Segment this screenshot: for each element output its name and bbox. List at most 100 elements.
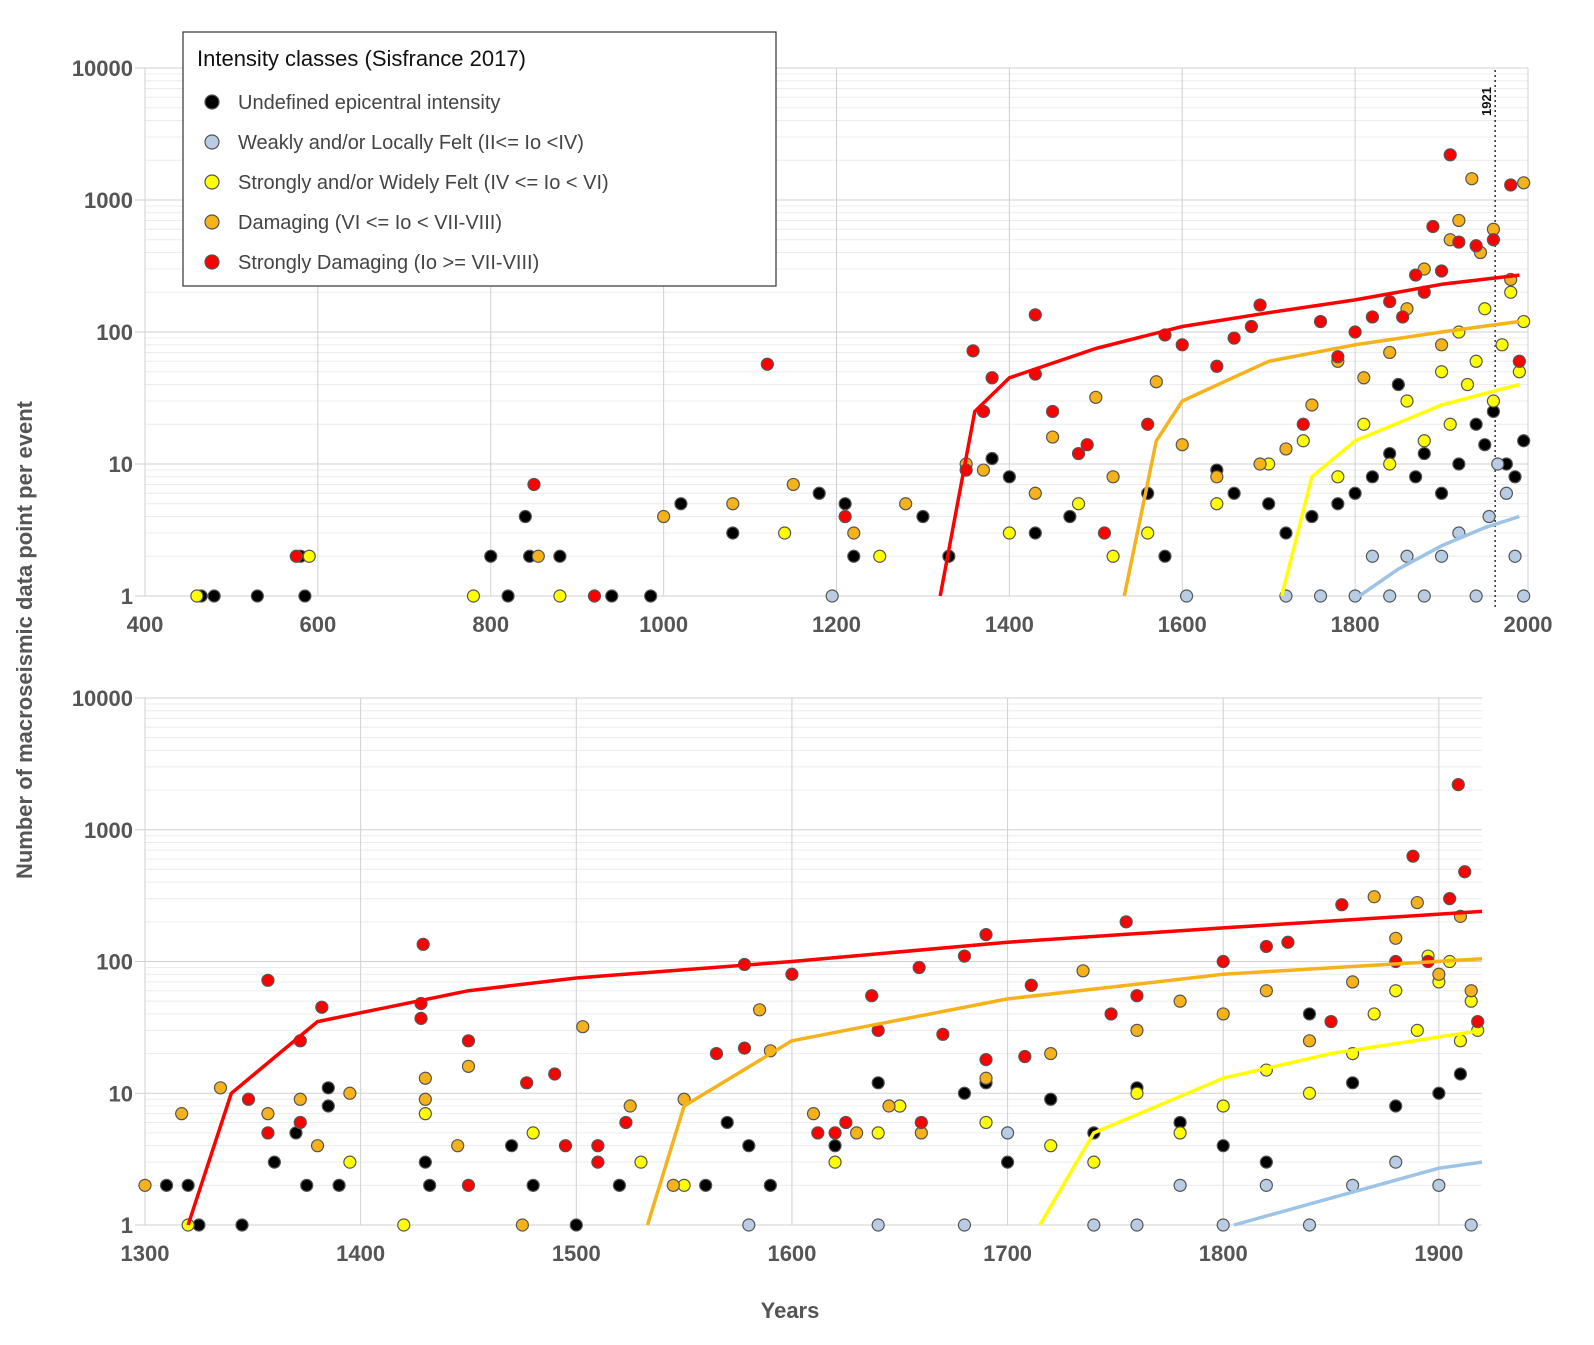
data-point [213, 1081, 228, 1095]
trend-curve [186, 909, 1483, 1226]
x-tick-label: 1000 [639, 612, 688, 637]
x-tick-label: 800 [472, 612, 509, 637]
data-point [899, 497, 913, 511]
data-point [1346, 975, 1360, 989]
data-point [1335, 898, 1349, 912]
data-point [1434, 338, 1449, 352]
data-point [1348, 325, 1362, 339]
data-point [847, 526, 861, 540]
data-point [1175, 438, 1189, 452]
data-point [1253, 457, 1267, 471]
data-point [1080, 438, 1094, 452]
data-point [1389, 984, 1403, 998]
data-point [612, 1178, 627, 1192]
x-tick-label: 1800 [1199, 1241, 1248, 1266]
data-point [709, 1046, 724, 1061]
data-point [321, 1081, 335, 1095]
data-point [423, 1178, 437, 1192]
data-point [966, 344, 980, 358]
data-point [957, 1086, 972, 1100]
data-point [1313, 589, 1328, 603]
data-point [1495, 338, 1509, 352]
data-point [1281, 935, 1295, 949]
data-point [1499, 486, 1513, 500]
data-point [1434, 365, 1449, 379]
data-point [674, 497, 688, 511]
data-point [1210, 470, 1224, 484]
x-tick-label: 1400 [336, 1241, 385, 1266]
data-point [310, 1139, 325, 1153]
data-point [1367, 890, 1381, 904]
data-point [1106, 470, 1120, 484]
data-point [553, 549, 567, 563]
data-point [1244, 319, 1259, 334]
data-point [1087, 1218, 1101, 1232]
x-tick-label: 2000 [1504, 612, 1553, 637]
data-point [1389, 1099, 1403, 1113]
data-point [1410, 1023, 1424, 1037]
data-point [1434, 549, 1449, 563]
legend-marker [204, 174, 220, 190]
data-point [873, 549, 887, 563]
data-point [1453, 1067, 1468, 1081]
data-point [847, 549, 861, 563]
data-point [1383, 589, 1397, 603]
data-point [1130, 1218, 1144, 1232]
data-point [1383, 345, 1397, 360]
data-point [300, 1178, 314, 1192]
data-point [261, 1126, 275, 1140]
x-tick-label: 1900 [1414, 1241, 1463, 1266]
data-point [1045, 404, 1060, 419]
data-point [1259, 984, 1273, 998]
data-point [979, 928, 993, 942]
y-axis-title: Number of macroseismic data point per ev… [12, 400, 37, 879]
data-point [332, 1178, 346, 1192]
data-point [531, 549, 545, 563]
data-point [1391, 377, 1405, 392]
data-point [1302, 1086, 1317, 1100]
data-point [250, 589, 264, 603]
x-tick-label: 1600 [767, 1241, 816, 1266]
x-tick-label: 1600 [1158, 612, 1207, 637]
data-point [1478, 438, 1492, 452]
data-point [936, 1027, 950, 1041]
x-tick-label: 1400 [985, 612, 1034, 637]
trend-curve [1122, 319, 1520, 597]
data-point [850, 1126, 864, 1140]
data-point [1302, 1218, 1317, 1232]
data-point [1149, 375, 1163, 389]
data-point [634, 1155, 648, 1169]
data-point [1141, 526, 1155, 540]
data-point [1259, 1178, 1273, 1192]
data-point [1346, 1076, 1360, 1090]
trend-curve [1233, 1160, 1483, 1227]
data-point [1071, 497, 1086, 511]
data-point [1365, 310, 1380, 324]
data-point [752, 1003, 767, 1017]
data-point [985, 371, 999, 385]
data-point [1486, 233, 1501, 247]
x-tick-label: 1800 [1331, 612, 1380, 637]
data-point [520, 1076, 534, 1090]
data-point [515, 1218, 529, 1232]
data-point [882, 1099, 896, 1113]
data-point [1471, 1014, 1485, 1029]
data-point [1216, 1099, 1230, 1113]
data-point [1119, 915, 1133, 929]
data-point [785, 967, 799, 981]
data-point [1130, 989, 1144, 1003]
data-point [1396, 310, 1410, 324]
data-point [1443, 417, 1457, 431]
data-point [1028, 486, 1042, 500]
data-point [289, 549, 303, 563]
data-point [1504, 285, 1518, 299]
data-point [261, 1107, 275, 1121]
data-point [591, 1139, 605, 1153]
data-point [1367, 1007, 1381, 1021]
data-point [1044, 1046, 1058, 1061]
data-point [979, 1115, 993, 1130]
data-point [1305, 509, 1319, 524]
data-point [1302, 1034, 1317, 1048]
data-point [1357, 371, 1371, 385]
data-point [414, 1011, 428, 1025]
